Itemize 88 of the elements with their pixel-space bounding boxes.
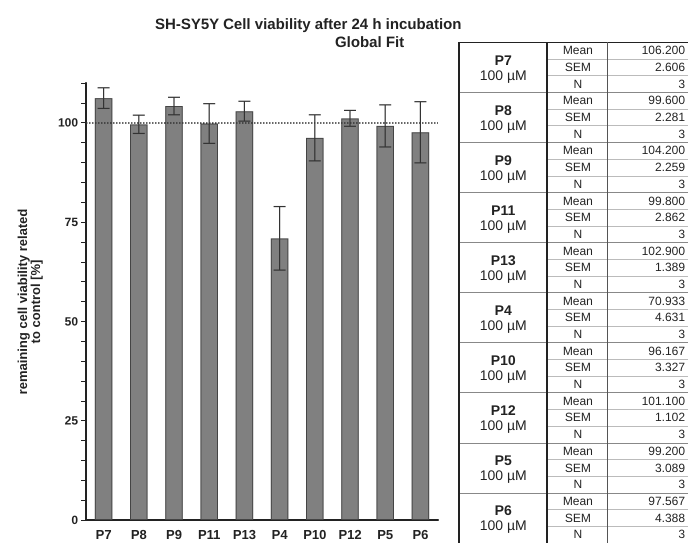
text: 3 bbox=[608, 376, 688, 393]
text: 3 bbox=[608, 476, 688, 494]
text: 1.389 bbox=[608, 259, 688, 276]
text: Mean bbox=[547, 142, 608, 160]
x-tick-label: P9 bbox=[166, 527, 182, 542]
x-tick-label: P5 bbox=[377, 527, 394, 542]
text: 3 bbox=[608, 176, 688, 193]
text: P10 bbox=[490, 352, 516, 368]
x-tick-label: P8 bbox=[130, 527, 147, 542]
text: P8 bbox=[494, 102, 512, 118]
text: N bbox=[547, 176, 608, 193]
text: 101.100 bbox=[608, 392, 688, 410]
text: SEM bbox=[547, 410, 608, 426]
text: 2.259 bbox=[608, 159, 688, 176]
text: 96.167 bbox=[608, 342, 688, 360]
text: P5 bbox=[494, 452, 512, 468]
text: N bbox=[547, 326, 608, 343]
x-tick-label: P13 bbox=[232, 527, 256, 542]
text: 99.200 bbox=[608, 443, 688, 460]
text: SEM bbox=[547, 109, 608, 126]
text: P6 bbox=[494, 502, 512, 518]
text: P13 bbox=[490, 252, 516, 268]
text: SEM bbox=[547, 460, 608, 476]
text: 4.631 bbox=[608, 310, 688, 326]
text: 2.862 bbox=[608, 209, 688, 226]
text: 3 bbox=[608, 276, 688, 293]
y-tick-label: 75 bbox=[64, 215, 78, 230]
text: 70.933 bbox=[608, 292, 688, 310]
chart-subtitle: Global Fit bbox=[335, 34, 404, 51]
text: N bbox=[547, 376, 608, 393]
text: SEM bbox=[547, 259, 608, 276]
x-tick-label: P11 bbox=[198, 527, 220, 542]
text: P9 bbox=[494, 152, 512, 168]
text: N bbox=[547, 476, 608, 494]
text: Mean bbox=[547, 42, 608, 60]
text: 1.102 bbox=[608, 410, 688, 426]
text: 99.600 bbox=[608, 92, 688, 110]
text: SEM bbox=[547, 159, 608, 176]
text: 2.281 bbox=[608, 109, 688, 126]
text: 3 bbox=[608, 76, 688, 93]
text: Mean bbox=[547, 443, 608, 460]
text: Mean bbox=[547, 493, 608, 510]
text: 3 bbox=[608, 226, 688, 243]
text: N bbox=[547, 276, 608, 293]
text: 3 bbox=[608, 126, 688, 143]
text: SEM bbox=[547, 510, 608, 526]
text: Mean bbox=[547, 192, 608, 210]
text: N bbox=[547, 126, 608, 143]
x-tick-label: P7 bbox=[96, 527, 112, 542]
x-tick-label: P12 bbox=[338, 527, 362, 542]
text: P12 bbox=[490, 402, 516, 418]
chart-title: SH-SY5Y Cell viability after 24 h incubation bbox=[155, 16, 462, 33]
x-tick-label: P6 bbox=[412, 527, 428, 542]
text: 4.388 bbox=[608, 510, 688, 526]
text: P7 bbox=[494, 52, 512, 68]
text: 3 bbox=[608, 326, 688, 343]
y-tick-label: 100 bbox=[58, 116, 78, 130]
x-tick-label: P4 bbox=[272, 527, 288, 542]
text: 106.200 bbox=[608, 42, 688, 60]
text: Mean bbox=[547, 292, 608, 310]
text: SEM bbox=[547, 209, 608, 226]
y-axis-title: remaining cell viability related to control [%] bbox=[15, 208, 43, 394]
text: Mean bbox=[547, 392, 608, 410]
text: 97.567 bbox=[608, 493, 688, 510]
text: SEM bbox=[547, 310, 608, 326]
text: Mean bbox=[547, 92, 608, 110]
text: SEM bbox=[547, 59, 608, 76]
y-tick-label: 50 bbox=[64, 314, 78, 328]
text: P4 bbox=[494, 302, 512, 318]
y-tick-label: 0 bbox=[71, 513, 78, 527]
text: 2.606 bbox=[608, 59, 688, 76]
text: 3.327 bbox=[608, 360, 688, 376]
text: SEM bbox=[547, 360, 608, 376]
text: 99.800 bbox=[608, 192, 688, 210]
text: N bbox=[547, 226, 608, 243]
text: 3.089 bbox=[608, 460, 688, 476]
text: 3 bbox=[608, 526, 688, 543]
text: N bbox=[547, 76, 608, 93]
text: P11 bbox=[491, 202, 516, 218]
text: Mean bbox=[547, 342, 608, 360]
text: Mean bbox=[547, 242, 608, 260]
text: N bbox=[547, 426, 608, 443]
y-tick-label: 25 bbox=[64, 414, 78, 428]
text: N bbox=[547, 526, 608, 543]
text: 102.900 bbox=[608, 242, 688, 260]
text: 104.200 bbox=[608, 142, 688, 160]
x-tick-label: P10 bbox=[303, 527, 326, 542]
text: 3 bbox=[608, 426, 688, 443]
